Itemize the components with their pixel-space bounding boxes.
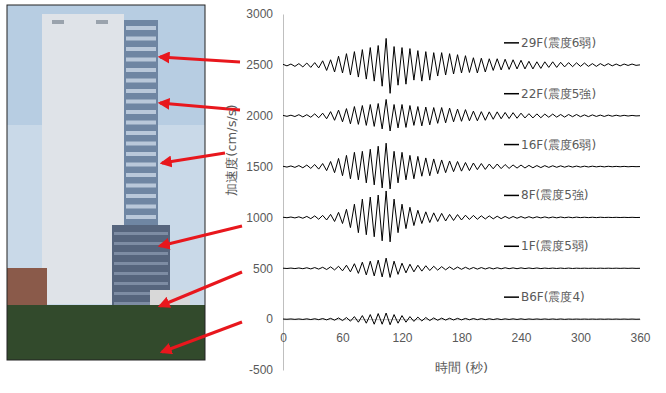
x-tick: 0: [280, 319, 287, 345]
series-label: 22F(震度5強): [521, 87, 596, 101]
tower-window: [126, 89, 156, 93]
tower-window: [126, 205, 156, 209]
tower-window: [126, 121, 156, 125]
y-tick: 1000: [246, 211, 283, 225]
tower-window: [126, 173, 156, 177]
chart-root: -500 0 500 1000 1500 2000 2500 3000 0 60 120 180 240…: [0, 0, 666, 393]
y-tick: 2000: [246, 109, 283, 123]
y-tick: 0: [266, 312, 283, 326]
series-label: 8F(震度5強): [521, 188, 589, 202]
x-tick: 120: [392, 319, 412, 345]
tower-window: [126, 100, 156, 104]
tower-window: [126, 215, 156, 219]
series-labels: 29F(震度6弱) 22F(震度5強) 16F(震度6弱) 8F(震度5強) 1F(震度…: [504, 36, 596, 304]
series-label: 1F(震度5弱): [521, 239, 589, 253]
y-tick: 2500: [246, 58, 283, 72]
lower-window: [114, 262, 168, 265]
series-label: B6F(震度4): [521, 290, 585, 304]
tower-window: [126, 110, 156, 114]
lower-window: [114, 232, 168, 235]
tower-window: [126, 26, 156, 30]
x-tick: 360: [630, 319, 650, 345]
y-tick-label: 2500: [246, 58, 273, 72]
tower-window: [126, 184, 156, 188]
pointer-arrow: [162, 153, 225, 163]
tower-window: [126, 79, 156, 83]
y-tick: 500: [253, 262, 283, 276]
y-axis-line: [283, 15, 284, 371]
lower-window: [114, 252, 168, 255]
x-tick-label: 0: [280, 331, 287, 345]
roof-detail: [96, 20, 108, 24]
series-line: [283, 99, 640, 131]
y-axis: -500 0 500 1000 1500 2000 2500 3000: [246, 7, 283, 377]
series-line: [283, 258, 640, 277]
y-tick-label: 500: [253, 262, 273, 276]
x-axis-title: 時間 (秒): [435, 360, 488, 375]
series-label-swatch: [504, 93, 519, 95]
y-tick-label: -500: [249, 363, 273, 377]
y-tick: 1500: [246, 160, 283, 174]
tower-window: [126, 142, 156, 146]
series-label: 16F(震度6弱): [521, 138, 596, 152]
tower-window: [126, 47, 156, 51]
x-tick-label: 180: [452, 331, 472, 345]
lower-window: [114, 282, 168, 285]
series-label: 29F(震度6弱): [521, 36, 596, 50]
pointer-arrow: [160, 272, 242, 306]
x-tick: 300: [571, 319, 591, 345]
series-label-swatch: [504, 246, 519, 248]
x-tick-label: 360: [630, 331, 650, 345]
pointer-arrow: [160, 226, 242, 246]
pointer-arrow: [160, 57, 240, 62]
y-tick-label: 3000: [246, 7, 273, 21]
y-axis-title: 加速度(cm/s/s): [224, 104, 239, 195]
series-line: [283, 313, 640, 325]
pointer-arrow: [162, 322, 242, 352]
trees: [7, 305, 205, 360]
tower-window: [126, 68, 156, 72]
series-group: [283, 38, 640, 324]
y-tick-label: 2000: [246, 109, 273, 123]
tower-window: [126, 58, 156, 62]
x-tick: 180: [452, 319, 472, 345]
tower-window: [126, 37, 156, 41]
x-tick-label: 120: [392, 331, 412, 345]
x-tick-label: 300: [571, 331, 591, 345]
y-tick-label: 0: [266, 312, 273, 326]
lower-window: [114, 272, 168, 275]
x-axis: 0 60 120 180 240 300 360: [280, 319, 651, 345]
y-tick-label: 1000: [246, 211, 273, 225]
tower-front: [42, 14, 124, 304]
tower-window: [126, 194, 156, 198]
y-tick: 3000: [246, 7, 283, 21]
tower-window: [126, 131, 156, 135]
x-tick-label: 60: [336, 331, 350, 345]
y-tick: -500: [249, 363, 283, 377]
tower-window: [126, 163, 156, 167]
y-tick-label: 1500: [246, 160, 273, 174]
x-tick: 60: [336, 319, 350, 345]
series-label-swatch: [504, 296, 519, 298]
series-label-swatch: [504, 144, 519, 146]
roof-detail: [52, 20, 64, 24]
tower-window: [126, 152, 156, 156]
x-tick: 240: [511, 319, 531, 345]
series-label-swatch: [504, 195, 519, 197]
series-label-swatch: [504, 42, 519, 44]
side-building: [7, 268, 47, 308]
x-tick-label: 240: [511, 331, 531, 345]
